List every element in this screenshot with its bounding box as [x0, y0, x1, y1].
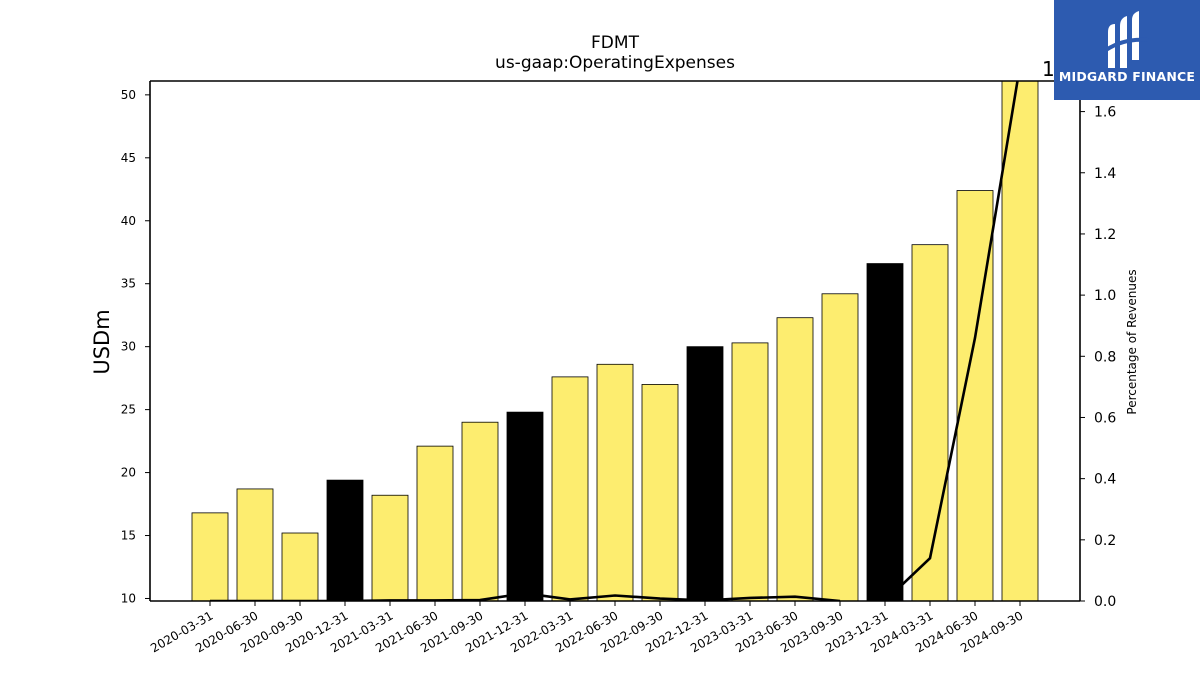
midgard-logo-icon: [1104, 11, 1149, 68]
y-tick-label: 25: [121, 403, 136, 417]
midgard-finance-logo: MIDGARD FINANCE: [1054, 0, 1200, 100]
bar: [326, 479, 364, 602]
bar: [731, 342, 769, 602]
y2-tick-label: 0.8: [1094, 349, 1116, 365]
y2-tick-label: 0.4: [1094, 472, 1116, 488]
bar: [596, 363, 634, 602]
y-tick-label: 50: [121, 88, 136, 102]
y-tick-label: 45: [121, 151, 136, 165]
bar: [1001, 80, 1039, 602]
logo-text: MIDGARD FINANCE: [1058, 69, 1196, 84]
bar: [371, 494, 409, 602]
bars: [191, 80, 1039, 602]
percentage-line: [210, 81, 1019, 601]
y-tick-label: 15: [121, 529, 136, 543]
y-axis-label: USDm: [90, 309, 114, 374]
y2-tick-label: 1.2: [1094, 227, 1116, 243]
bar: [506, 411, 544, 602]
y2-tick-label: 1.6: [1094, 105, 1116, 121]
bar: [551, 376, 589, 602]
chart-subtitle: us-gaap:OperatingExpenses: [495, 53, 735, 73]
line-series: [210, 592, 841, 601]
chart-title: FDMT: [591, 33, 640, 53]
bar: [911, 244, 949, 602]
y2-offset-label: 1: [1042, 57, 1055, 81]
line-series: [884, 81, 1019, 601]
bar: [416, 445, 454, 602]
y2-tick-label: 0.6: [1094, 410, 1116, 426]
y-tick-label: 10: [121, 591, 136, 605]
y2-tick-label: 0.0: [1094, 594, 1116, 610]
y2-tick-label: 0.2: [1094, 533, 1116, 549]
bar: [641, 384, 679, 602]
bar: [776, 317, 814, 602]
bar: [281, 532, 319, 602]
bar: [686, 346, 724, 602]
y2-tick-label: 1.4: [1094, 166, 1116, 182]
y2-tick-label: 1.0: [1094, 288, 1116, 304]
bar: [821, 293, 859, 602]
y-tick-label: 35: [121, 277, 136, 291]
y-tick-label: 20: [121, 466, 136, 480]
bar: [866, 263, 904, 602]
bar: [461, 421, 499, 602]
bar: [236, 488, 274, 602]
y2-axis-label: Percentage of Revenues: [1125, 269, 1139, 414]
bar: [191, 512, 229, 602]
y-tick-label: 30: [121, 340, 136, 354]
y-tick-label: 40: [121, 214, 136, 228]
